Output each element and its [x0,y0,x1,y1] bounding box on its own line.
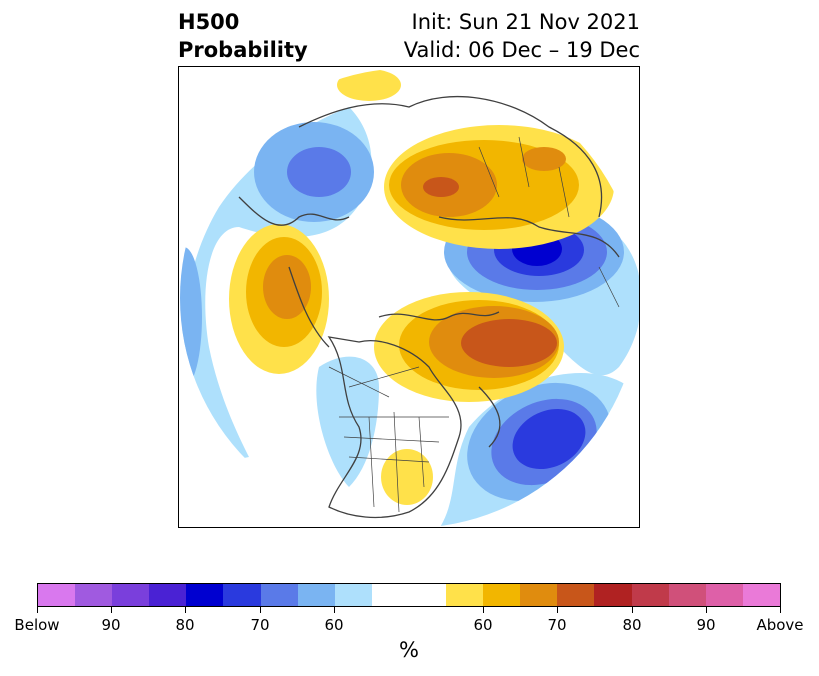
colorbar-unit-label: % [399,638,419,662]
colorbar-segment [334,584,372,606]
colorbar-segment [631,584,669,606]
colorbar-segment [408,584,447,606]
colorbar-segment [483,584,521,606]
colorbar-segment [38,584,76,606]
map-disc [180,68,639,527]
blue-center-atlantic-strong [512,408,586,470]
colorbar-tick [260,607,261,613]
colorbar-tick [111,607,112,613]
warm-center-siberia-east-orange [522,147,566,171]
colorbar-tick-label: 90 [101,616,121,634]
borders [328,136,620,513]
blue-center-west-edge [180,247,202,387]
map-dates: Init: Sun 21 Nov 2021 Valid: 06 Dec – 19… [404,8,640,64]
warm-center-arctic-canada-rust [461,319,557,367]
title-variable: H500 [178,10,240,34]
probability-map [180,68,639,527]
init-date: Init: Sun 21 Nov 2021 [411,10,640,34]
map-title: H500 Probability [178,8,308,64]
colorbar-segment [371,584,409,606]
colorbar-segment [260,584,298,606]
colorbar-segment [297,584,335,606]
colorbar-tick-label: Above [756,616,804,634]
colorbar-tick-label: 70 [547,616,567,634]
colorbar-segment [557,584,595,606]
colorbar-segment [149,584,187,606]
colorbar-tick-label: 60 [473,616,493,634]
blue-anomaly-pacific-ring [316,356,379,487]
colorbar-segment [446,584,484,606]
colorbar-segment [520,584,558,606]
title-metric: Probability [178,38,308,62]
coastlines [238,96,620,519]
colorbar-tick [37,607,38,613]
colorbar-tick [557,607,558,613]
colorbar-tick-label: 70 [250,616,270,634]
colorbar-tick [706,607,707,613]
colorbar-tick-label: 60 [324,616,344,634]
colorbar-segment [594,584,632,606]
colorbar-segment [112,584,150,606]
valid-range: Valid: 06 Dec – 19 Dec [403,38,640,62]
map-panel [178,66,640,528]
colorbar-segment [186,584,224,606]
probability-colorbar [37,583,781,607]
blue-center-northwest-inner [287,147,351,197]
colorbar-segment [75,584,113,606]
colorbar-tick-label: 80 [175,616,195,634]
warm-center-pacific-orange [263,255,311,319]
colorbar-tick-label: Below [14,616,60,634]
warm-center-siberia-rust [423,177,459,197]
colorbar-segment [742,584,780,606]
colorbar-tick [334,607,335,613]
warm-center-usa-yellow [381,449,433,505]
colorbar-tick [185,607,186,613]
colorbar-tick-label: 90 [696,616,716,634]
colorbar-segment [668,584,706,606]
colorbar-tick-label: 80 [622,616,642,634]
colorbar-segment [223,584,261,606]
colorbar-segment [705,584,743,606]
colorbar-tick [632,607,633,613]
colorbar-tick [483,607,484,613]
colorbar-tick [780,607,781,613]
warm-center-arctic-yellow [337,69,401,101]
